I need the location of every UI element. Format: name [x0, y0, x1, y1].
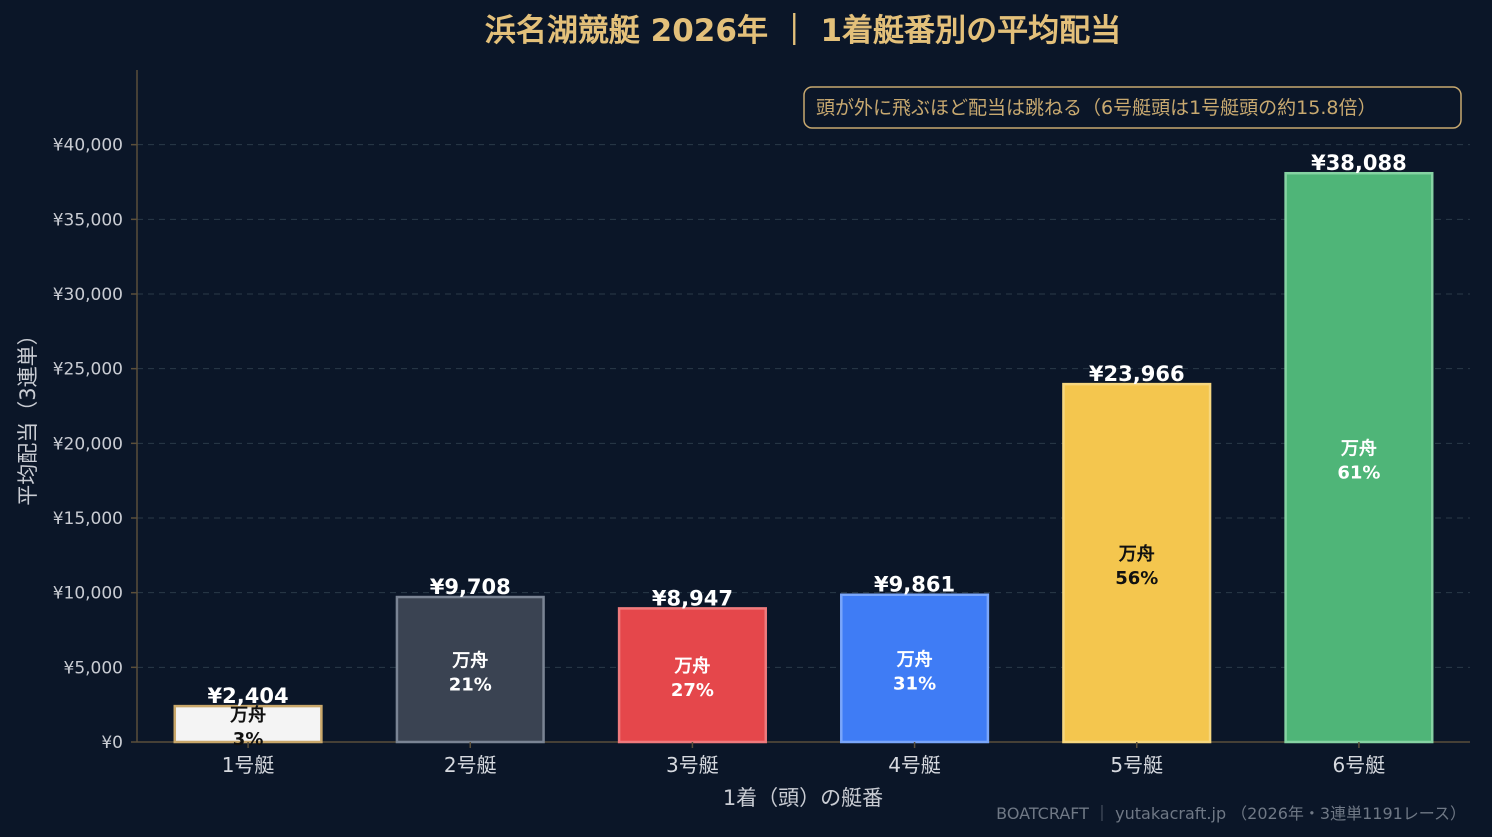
bar-inner-title: 万舟	[1340, 438, 1377, 460]
y-tick-label: ¥5,000	[64, 658, 123, 678]
y-tick-label: ¥20,000	[53, 434, 123, 454]
bar-inner-title: 万舟	[229, 704, 266, 726]
x-tick-label: 1号艇	[222, 753, 275, 777]
bar-value-label: ¥8,947	[652, 586, 733, 610]
annotation-text: 頭が外に飛ぶほど配当は跳ねる（6号艇頭は1号艇頭の約15.8倍）	[816, 97, 1376, 119]
x-axis-label: 1着（頭）の艇番	[723, 786, 883, 810]
bar	[1284, 171, 1434, 744]
y-tick-label: ¥0	[101, 733, 123, 753]
x-tick-label: 6号艇	[1333, 753, 1386, 777]
bar	[1062, 382, 1212, 744]
bar-value-label: ¥38,088	[1311, 151, 1407, 175]
x-tick-label: 4号艇	[888, 753, 941, 777]
bar	[617, 607, 767, 744]
bar-inner-percent: 31%	[893, 673, 936, 694]
y-axis-label: 平均配当（3連単）	[16, 324, 40, 505]
y-tick-label: ¥10,000	[53, 584, 123, 604]
y-tick-label: ¥30,000	[53, 285, 123, 305]
x-tick-label: 5号艇	[1110, 753, 1163, 777]
y-tick-label: ¥40,000	[53, 136, 123, 156]
bar-inner-title: 万舟	[673, 655, 710, 677]
bar-inner-title: 万舟	[451, 650, 488, 672]
credit-text: BOATCRAFT ｜ yutakacraft.jp （2026年・3連単119…	[996, 804, 1466, 823]
x-axis-ticks: 1号艇 2号艇 3号艇 4号艇 5号艇 6号艇	[222, 742, 1386, 777]
bar-value-label: ¥9,708	[430, 575, 511, 599]
bar-inner-percent: 61%	[1337, 463, 1380, 484]
grid-lines	[137, 144, 1470, 668]
bar-inner-percent: 3%	[233, 729, 264, 750]
bar-inner-title: 万舟	[896, 648, 933, 670]
bar-value-label: ¥23,966	[1089, 362, 1185, 386]
annotation-frame	[803, 86, 1462, 129]
bar-inner-percent: 21%	[449, 675, 492, 696]
x-tick-label: 3号艇	[666, 753, 719, 777]
y-tick-label: ¥15,000	[53, 509, 123, 529]
bar-inner-title: 万舟	[1118, 543, 1155, 565]
bar	[395, 595, 545, 744]
bar	[840, 593, 990, 744]
annotation-box: 頭が外に飛ぶほど配当は跳ねる（6号艇頭は1号艇頭の約15.8倍）	[803, 86, 1462, 129]
bar-inner-percent: 56%	[1115, 568, 1158, 589]
bar-value-label: ¥9,861	[874, 573, 955, 597]
bars: ¥2,404万舟3%¥9,708万舟21%¥8,947万舟27%¥9,861万舟…	[173, 151, 1434, 750]
chart-title: 浜名湖競艇 2026年 ｜ 1着艇番別の平均配当	[485, 13, 1121, 49]
y-axis-ticks: ¥0 ¥5,000 ¥10,000 ¥15,000 ¥20,000 ¥25,000 ¥30,…	[53, 136, 137, 753]
y-tick-label: ¥25,000	[53, 360, 123, 380]
y-tick-label: ¥35,000	[53, 210, 123, 230]
bar-value-label: ¥2,404	[208, 684, 289, 708]
bar-inner-percent: 27%	[671, 680, 714, 701]
x-tick-label: 2号艇	[444, 753, 497, 777]
bar	[173, 704, 323, 744]
